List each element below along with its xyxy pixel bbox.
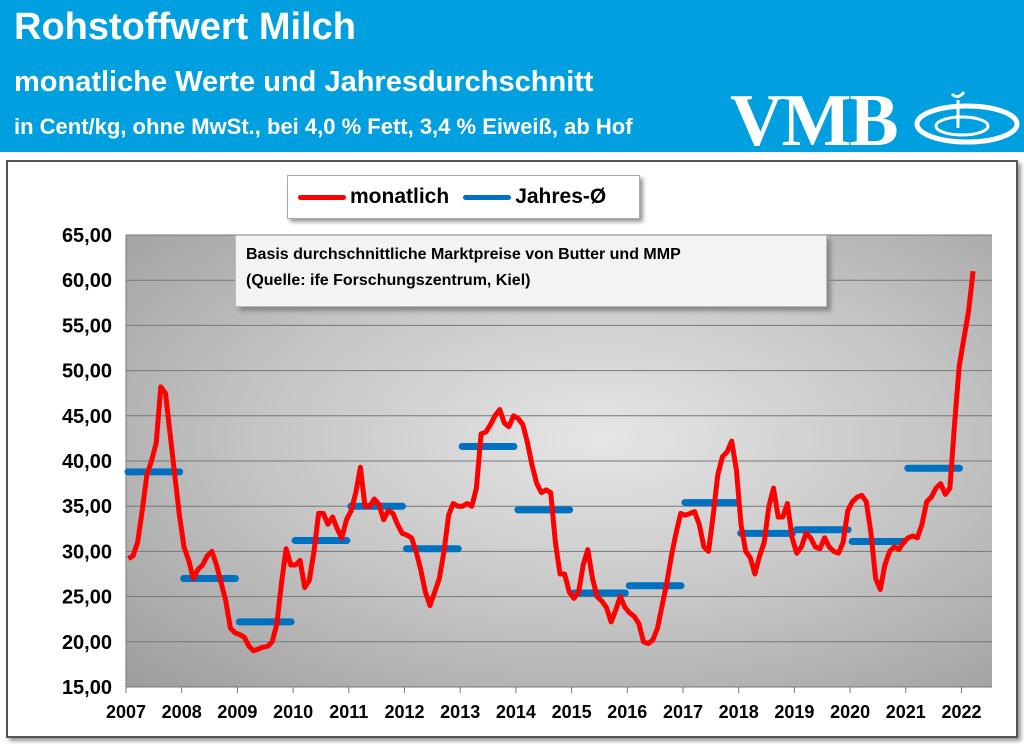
x-tick-label: 2007 (106, 702, 146, 722)
legend: monatlich Jahres-Ø (287, 175, 640, 219)
note-line-2: (Quelle: ife Forschungszentrum, Kiel) (246, 272, 531, 289)
legend-item-annual: Jahres-Ø (463, 185, 606, 209)
x-tick-label: 2015 (552, 702, 592, 722)
x-tick-label: 2020 (830, 702, 870, 722)
x-tick-label: 2019 (774, 702, 814, 722)
legend-label-monthly: monatlich (350, 185, 450, 208)
page-title: Rohstoffwert Milch (14, 6, 356, 48)
x-tick-label: 2017 (663, 702, 703, 722)
source-note: Basis durchschnittliche Marktpreise von … (235, 235, 827, 307)
vmb-logo-mark-icon (914, 91, 1020, 145)
x-tick-label: 2021 (886, 702, 926, 722)
y-tick-label: 30,00 (62, 541, 112, 563)
y-tick-label: 45,00 (62, 406, 112, 428)
x-tick-label: 2016 (607, 702, 647, 722)
legend-swatch-monthly (298, 194, 346, 200)
x-tick-label: 2012 (384, 702, 424, 722)
vmb-logo: VMB (730, 80, 899, 162)
y-tick-label: 60,00 (62, 270, 112, 292)
y-tick-label: 50,00 (62, 361, 112, 383)
x-tick-label: 2022 (941, 702, 981, 722)
x-tick-label: 2010 (273, 702, 313, 722)
y-tick-label: 55,00 (62, 315, 112, 337)
page-subtitle: monatliche Werte und Jahresdurchschnitt (14, 66, 594, 98)
x-tick-label: 2008 (162, 702, 202, 722)
legend-item-monthly: monatlich (298, 185, 449, 209)
x-tick-label: 2018 (719, 702, 759, 722)
x-tick-label: 2013 (440, 702, 480, 722)
legend-label-annual: Jahres-Ø (515, 185, 607, 208)
header-banner: Rohstoffwert Milch monatliche Werte und … (0, 0, 1024, 158)
x-tick-label: 2014 (496, 702, 536, 722)
y-tick-label: 35,00 (62, 496, 112, 518)
unit-description: in Cent/kg, ohne MwSt., bei 4,0 % Fett, … (14, 114, 633, 139)
legend-swatch-annual (463, 194, 512, 200)
y-tick-label: 15,00 (62, 677, 112, 699)
y-tick-label: 40,00 (62, 451, 112, 473)
y-tick-label: 20,00 (62, 632, 112, 654)
x-tick-label: 2011 (329, 702, 368, 722)
y-tick-label: 65,00 (62, 225, 112, 247)
note-line-1: Basis durchschnittliche Marktpreise von … (246, 246, 681, 263)
x-tick-label: 2009 (217, 702, 257, 722)
y-tick-label: 25,00 (62, 587, 112, 609)
